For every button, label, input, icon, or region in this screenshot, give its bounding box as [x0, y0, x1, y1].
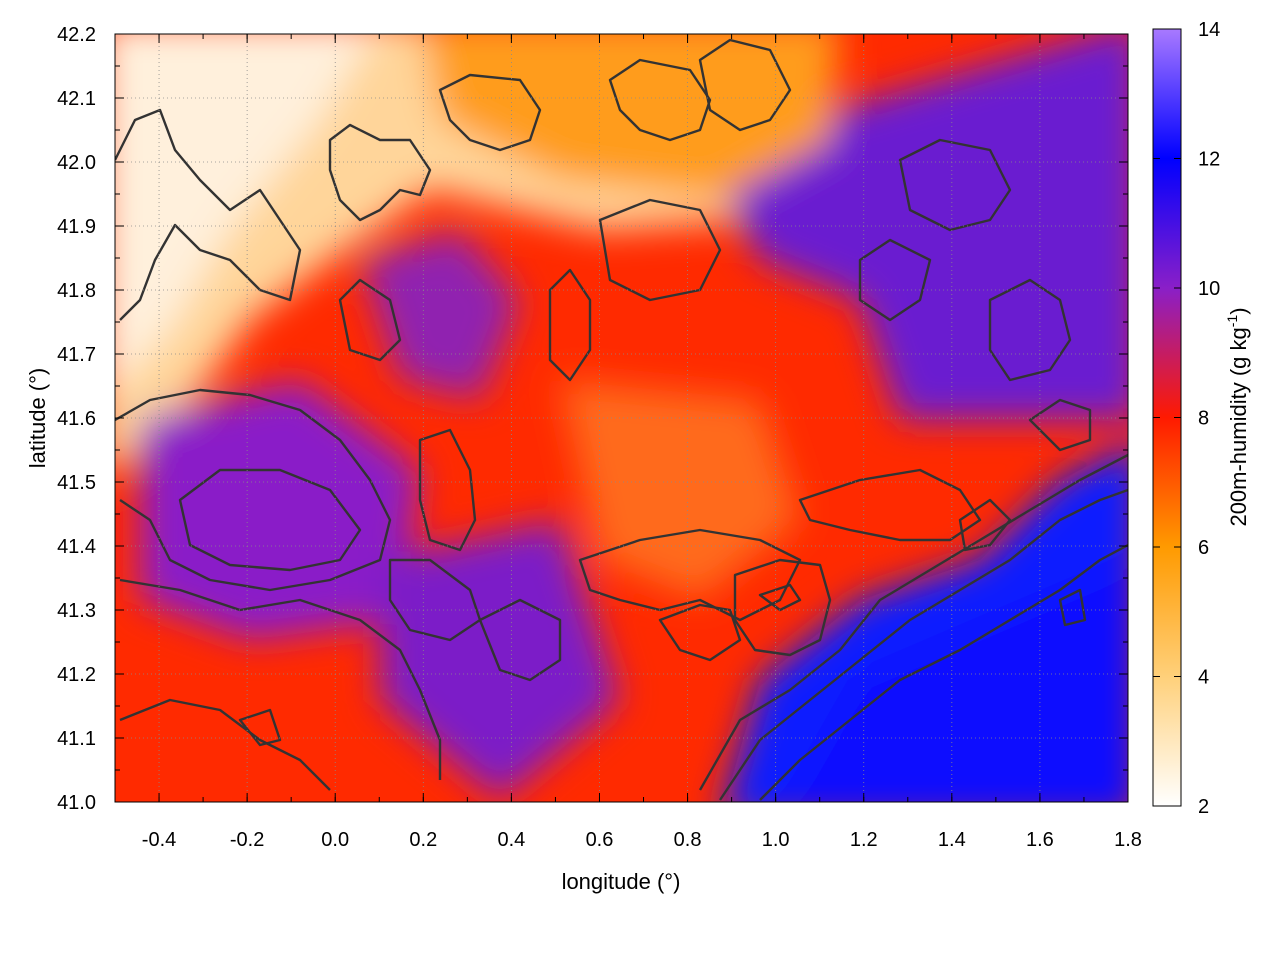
x-axis-tick-labels: -0.4 -0.2 0.0 0.2 0.4 0.6 0.8 1.0 1.2 1.4 1.6 1.8 [142, 829, 1142, 851]
x-tick-label: -0.2 [230, 829, 264, 851]
colorbar-tick-label: 14 [1198, 19, 1220, 41]
x-tick-label: 0.8 [674, 829, 702, 851]
contour-line [719, 488, 1128, 801]
contour-line [733, 558, 832, 657]
heatmap-region-very-dry [115, 34, 372, 385]
colorbar-tick-label: 2 [1198, 796, 1209, 818]
contour-line [178, 468, 362, 572]
y-tick-label: 41.6 [57, 408, 96, 430]
y-tick-label: 41.7 [57, 344, 96, 366]
contour-line [438, 73, 542, 152]
contour-line [388, 558, 482, 642]
heatmap-region-purple-w [140, 380, 420, 640]
heatmap-field [115, 34, 1128, 802]
contour-line [119, 698, 331, 791]
contour-line [548, 268, 592, 382]
y-axis-tick-labels: 41.0 41.1 41.2 41.3 41.4 41.5 41.6 41.7 41.8 41.9… [57, 24, 96, 814]
contour-line [759, 543, 1128, 801]
x-tick-label: 1.0 [762, 829, 790, 851]
x-tick-label: 1.8 [1114, 829, 1142, 851]
y-tick-label: 41.3 [57, 600, 96, 622]
colorbar-tick-label: 12 [1198, 149, 1220, 171]
heatmap-region-purple-c [380, 520, 620, 800]
contour-line [338, 278, 402, 362]
contour-line [798, 468, 982, 542]
plot-area [115, 34, 1128, 802]
y-tick-label: 41.1 [57, 728, 96, 750]
contour-line [418, 428, 477, 552]
contour-line [988, 278, 1072, 382]
contour-lines [115, 38, 1128, 801]
heatmap-region-purple-nw [360, 230, 520, 400]
contour-line [478, 598, 562, 682]
contour-line [698, 38, 792, 132]
heatmap-region-orange-n [422, 34, 839, 200]
contour-line [328, 123, 432, 222]
contour-line [1058, 588, 1087, 627]
y-axis-label: latitude (°) [25, 368, 50, 469]
colorbar-label-close: ) [1226, 307, 1251, 314]
y-tick-label: 42.0 [57, 152, 96, 174]
x-tick-label: 1.6 [1026, 829, 1054, 851]
contour-line [608, 58, 712, 142]
x-tick-label: 1.2 [850, 829, 878, 851]
colorbar-tick-label: 4 [1198, 667, 1209, 689]
y-tick-label: 41.8 [57, 280, 96, 302]
x-tick-label: 0.0 [321, 829, 349, 851]
heatmap-region-sea-inner [790, 565, 1128, 802]
contour-line [115, 108, 302, 321]
y-tick-label: 41.5 [57, 472, 96, 494]
x-tick-label: -0.4 [142, 829, 176, 851]
y-tick-label: 41.9 [57, 216, 96, 238]
colorbar: 2 4 6 8 10 12 14 200m-humidity (g kg-1) [1152, 19, 1251, 818]
y-tick-label: 41.4 [57, 536, 96, 558]
y-tick-label: 42.1 [57, 88, 96, 110]
colorbar-label-superscript: -1 [1224, 315, 1240, 328]
x-tick-label: 0.6 [586, 829, 614, 851]
colorbar-tick-label: 10 [1198, 278, 1220, 300]
contour-line [858, 238, 932, 322]
heatmap-region-orange-c [560, 380, 800, 600]
y-tick-label: 41.0 [57, 792, 96, 814]
contour-line [115, 388, 392, 592]
contour-line [119, 578, 442, 780]
contour-line [238, 708, 282, 747]
contour-line [1028, 398, 1092, 452]
contour-line [598, 198, 722, 302]
axis-ticks [114, 33, 1129, 803]
x-axis-label: longitude (°) [562, 869, 681, 894]
contour-line [658, 603, 742, 662]
contour-line [958, 498, 1012, 552]
colorbar-tick-label: 6 [1198, 537, 1209, 559]
y-tick-label: 42.2 [57, 24, 96, 46]
y-tick-label: 41.2 [57, 664, 96, 686]
contour-line [898, 138, 1012, 232]
x-tick-label: 0.2 [409, 829, 437, 851]
colorbar-tick-label: 8 [1198, 408, 1209, 430]
colorbar-ticks: 2 4 6 8 10 12 14 [1153, 19, 1220, 818]
x-tick-label: 1.4 [938, 829, 966, 851]
colorbar-label: 200m-humidity (g kg-1) [1224, 307, 1251, 526]
contour-line [698, 453, 1128, 791]
contour-line [758, 583, 802, 612]
x-tick-label: 0.4 [497, 829, 525, 851]
